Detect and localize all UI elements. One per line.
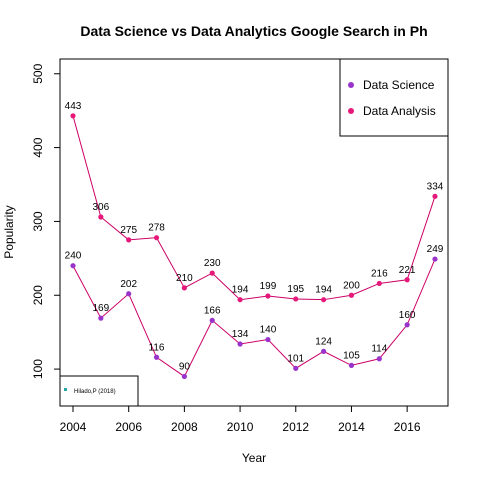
x-tick-label: 2004 [60,420,87,434]
legend-marker-data-science [348,82,354,88]
credit-marker [64,388,67,391]
y-tick-label: 400 [31,137,45,157]
data-point-data-analysis [209,270,215,276]
y-axis-label: Popularity [2,205,16,258]
data-label-data-science: 105 [343,350,360,361]
credit-label: Hilado,P (2018) [74,389,116,395]
data-label-data-science: 101 [287,353,304,364]
data-label-data-analysis: 443 [65,101,82,112]
y-tick-label: 100 [31,359,45,379]
data-label-data-analysis: 200 [343,280,360,291]
data-label-data-analysis: 216 [371,268,388,279]
data-point-data-analysis [126,237,132,243]
x-tick-label: 2010 [227,420,254,434]
x-tick-label: 2016 [394,420,421,434]
credit-frame [59,375,139,407]
x-axis-label: Year [242,451,266,465]
data-point-data-analysis [237,297,243,303]
data-point-data-analysis [265,293,271,299]
data-point-data-science [209,317,215,323]
y-tick-label: 300 [31,211,45,231]
series-line-data-analysis [72,115,436,301]
series-layer: 240 169 202 116 90 166 134 140 101 124 105 114 160 24… [65,101,444,380]
data-label-data-analysis: 221 [399,265,416,276]
legend-box [339,58,449,137]
data-point-data-science [265,336,271,343]
x-tick-label: 2006 [115,420,142,434]
data-point-data-analysis [432,193,438,199]
data-label-data-science: 202 [120,279,137,290]
data-point-data-analysis [321,297,327,303]
legend-marker-data-analysis [348,108,354,114]
chart-title: Data Science vs Data Analytics Google Se… [80,23,427,39]
data-point-data-analysis [376,280,382,287]
data-label-data-science: 240 [65,251,82,262]
y-tick-label: 200 [31,285,45,305]
x-tick-label: 2008 [171,420,198,434]
x-tick-label: 2014 [338,420,365,434]
data-point-data-analysis [348,292,355,298]
data-label-data-science: 90 [179,361,191,372]
data-label-data-analysis: 278 [148,223,165,234]
data-label-data-science: 140 [260,325,277,336]
data-label-data-science: 114 [371,344,387,355]
data-label-data-science: 116 [149,342,165,353]
series-line-data-science [72,258,436,378]
data-point-data-science [376,356,382,362]
data-label-data-analysis: 199 [260,281,277,292]
data-label-data-science: 124 [315,336,332,347]
y-axis: 100 200 300 400 500 [31,63,60,379]
data-point-data-science [404,322,410,328]
data-label-data-science: 169 [93,303,110,314]
data-point-data-analysis [181,285,187,291]
data-point-data-science [348,362,355,368]
data-label-data-science: 249 [427,244,444,255]
legend: Data Science Data Analysis [339,58,449,137]
data-label-data-analysis: 230 [204,258,221,269]
data-label-data-analysis: 195 [287,284,304,295]
data-point-data-analysis [98,214,104,220]
data-point-data-science [98,315,104,321]
data-label-data-science: 134 [232,329,249,340]
data-point-data-analysis [153,235,160,241]
data-label-data-analysis: 275 [120,225,137,236]
y-tick-label: 500 [31,63,45,83]
data-label-data-analysis: 194 [315,285,332,296]
data-label-data-science: 160 [399,310,416,321]
data-label-data-analysis: 194 [232,285,249,296]
data-label-data-analysis: 210 [176,273,193,284]
data-point-data-science [153,354,160,360]
data-point-data-analysis [404,277,410,283]
data-point-data-analysis [293,296,299,302]
data-point-data-science [293,365,299,371]
data-point-data-science [70,263,76,269]
data-point-data-science [237,341,243,347]
legend-label-data-science: Data Science [363,78,435,92]
credit-box: Hilado,P (2018) [59,375,139,407]
plot-frame [59,58,449,407]
data-label-data-analysis: 306 [93,202,110,213]
data-point-data-science [321,348,327,354]
data-point-data-analysis [70,113,76,119]
data-label-data-analysis: 334 [427,181,444,192]
x-tick-label: 2012 [282,420,309,434]
data-label-data-science: 166 [204,305,221,316]
data-point-data-science [126,291,132,297]
x-axis: 2004 2006 2008 2010 2012 2014 2016 [60,406,421,434]
data-point-data-science [181,373,187,380]
legend-label-data-analysis: Data Analysis [363,104,436,118]
data-point-data-science [432,256,438,262]
